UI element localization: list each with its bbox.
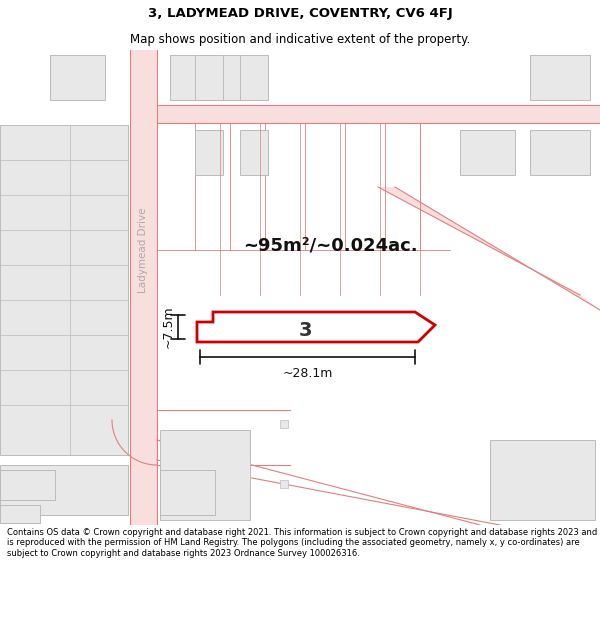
Bar bbox=[0, 470, 55, 500]
Bar bbox=[0, 125, 128, 455]
Bar bbox=[280, 480, 288, 488]
Bar bbox=[240, 130, 268, 175]
Bar bbox=[195, 55, 223, 100]
Bar bbox=[0, 505, 40, 523]
Bar bbox=[240, 55, 268, 100]
Text: 3: 3 bbox=[298, 321, 312, 339]
Polygon shape bbox=[378, 187, 600, 310]
Polygon shape bbox=[197, 312, 435, 342]
Bar bbox=[530, 55, 590, 100]
Bar bbox=[0, 465, 128, 515]
Text: Map shows position and indicative extent of the property.: Map shows position and indicative extent… bbox=[130, 32, 470, 46]
Text: 3, LADYMEAD DRIVE, COVENTRY, CV6 4FJ: 3, LADYMEAD DRIVE, COVENTRY, CV6 4FJ bbox=[148, 8, 452, 21]
Bar bbox=[460, 130, 515, 175]
Text: ~28.1m: ~28.1m bbox=[283, 367, 332, 380]
Bar bbox=[490, 440, 595, 520]
Bar bbox=[195, 130, 223, 175]
Bar bbox=[157, 105, 600, 123]
Bar bbox=[50, 55, 105, 100]
Text: Ladymead Drive: Ladymead Drive bbox=[139, 208, 149, 292]
Bar bbox=[160, 470, 215, 515]
Bar bbox=[130, 50, 157, 525]
Text: Contains OS data © Crown copyright and database right 2021. This information is : Contains OS data © Crown copyright and d… bbox=[7, 528, 598, 558]
Text: ~95m²/~0.024ac.: ~95m²/~0.024ac. bbox=[242, 236, 418, 254]
Bar bbox=[170, 55, 245, 100]
Text: ~7.5m: ~7.5m bbox=[162, 306, 175, 348]
Bar bbox=[280, 420, 288, 428]
Bar bbox=[160, 430, 250, 520]
Bar bbox=[530, 130, 590, 175]
